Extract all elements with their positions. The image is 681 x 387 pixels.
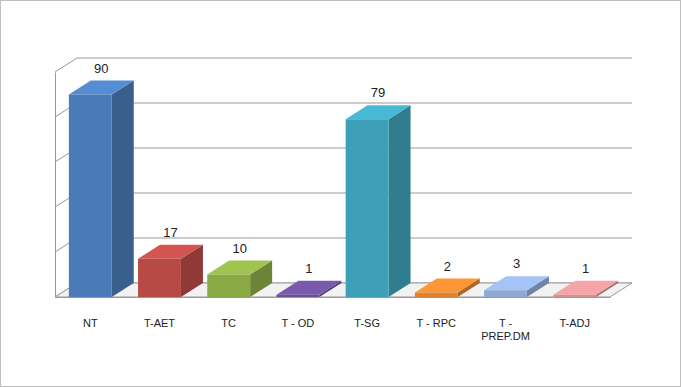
bar-group [69, 81, 134, 298]
data-label: 1 [582, 261, 589, 276]
x-tick: T - RPC [417, 317, 457, 329]
bar-top [69, 81, 134, 95]
data-label: 1 [305, 261, 312, 276]
x-axis: NT T-AET TC T - OD T-SG T - RPC T -PREP.DM T-AD… [56, 298, 611, 343]
bar-group [276, 281, 341, 297]
grid [55, 58, 632, 297]
bar-group [346, 105, 411, 297]
bar-top [207, 261, 272, 275]
bar-group [484, 276, 549, 297]
x-tick: T - OD [282, 317, 315, 329]
bar-group [415, 279, 480, 298]
x-tick-label: T - RPC [417, 317, 457, 329]
bar [207, 275, 250, 298]
x-tick-label: T-ADJ [559, 317, 590, 329]
x-tick: T -PREP.DM [481, 317, 530, 342]
grid-line [55, 58, 77, 72]
x-tick-label: TC [221, 317, 236, 329]
data-label: 10 [232, 241, 246, 256]
x-axis-line [56, 297, 611, 298]
data-label: 2 [444, 259, 451, 274]
x-tick-label: T-AET [144, 317, 175, 329]
bar-top [415, 279, 480, 293]
bar-side [389, 105, 411, 297]
x-tick-label: T - OD [282, 317, 315, 329]
bar [415, 293, 458, 298]
data-labels: 90 17 10 1 79 2 3 1 [94, 61, 589, 276]
x-tick-label: NT [83, 317, 98, 329]
x-tick-label: T -PREP.DM [481, 317, 530, 342]
y-axis-line [55, 73, 56, 298]
data-label: 3 [513, 256, 520, 271]
bar-side [112, 81, 134, 298]
y-axis [55, 73, 57, 298]
x-tick: TC [221, 317, 236, 329]
bar-top [138, 245, 203, 259]
data-label: 90 [94, 61, 108, 76]
data-label: 79 [371, 85, 385, 100]
bar [276, 295, 319, 297]
x-tick: T-ADJ [559, 317, 590, 329]
bar-top [484, 276, 549, 290]
bar [69, 95, 112, 298]
bar-group [553, 281, 618, 297]
bar [138, 259, 181, 297]
bar-group [138, 245, 203, 297]
grid-line [77, 103, 632, 104]
x-tick: NT [83, 317, 98, 329]
x-tick: T-AET [144, 317, 175, 329]
bar-group [207, 261, 272, 298]
bar [346, 119, 389, 297]
bar-top [346, 105, 411, 119]
data-label: 17 [163, 225, 177, 240]
chart: 90 17 10 1 79 2 3 1 NT T-AET TC T - OD T-SG T - RPC T … [0, 0, 681, 387]
x-tick: T-SG [354, 317, 380, 329]
bar [553, 295, 596, 297]
grid-line [77, 58, 632, 59]
bar-top [553, 281, 618, 295]
bars [69, 81, 618, 298]
bar [484, 290, 527, 297]
chart-frame [1, 1, 681, 387]
x-tick-label: T-SG [354, 317, 380, 329]
bar-top [276, 281, 341, 295]
